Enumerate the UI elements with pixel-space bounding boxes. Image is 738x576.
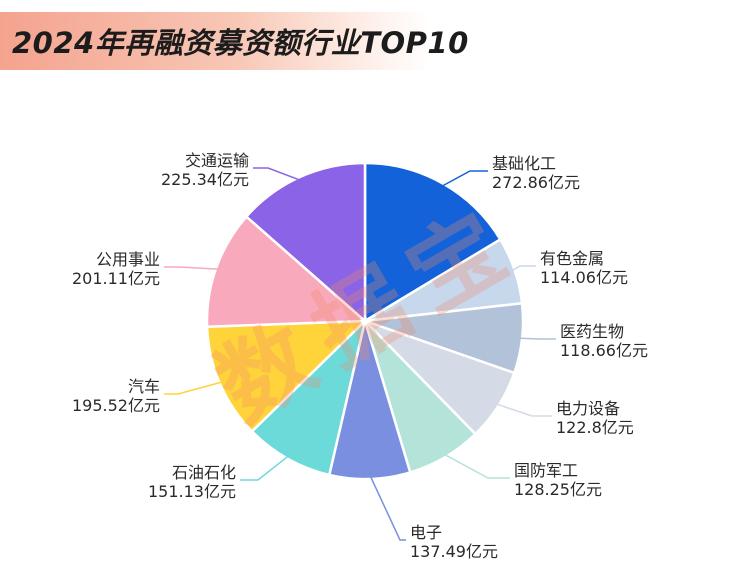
leader-line xyxy=(164,380,224,395)
slice-value-label: 201.11亿元 xyxy=(72,269,160,288)
slice-value-label: 114.06亿元 xyxy=(540,268,628,287)
slice-category-label: 交通运输 xyxy=(185,151,249,170)
slice-value-label: 225.34亿元 xyxy=(161,170,249,189)
pie-slice xyxy=(205,214,369,329)
slice-value-label: 137.49亿元 xyxy=(410,542,498,561)
leader-line xyxy=(164,266,221,271)
slice-category-label: 公用事业 xyxy=(96,250,160,269)
pie-slice xyxy=(363,161,503,324)
slice-category-label: 国防军工 xyxy=(514,461,578,480)
pie-slice xyxy=(250,317,368,477)
slice-value-label: 118.66亿元 xyxy=(560,341,648,360)
leader-line xyxy=(240,454,290,481)
slice-value-label: 272.86亿元 xyxy=(492,173,580,192)
slice-category-label: 有色金属 xyxy=(540,249,604,268)
leader-line xyxy=(440,170,488,188)
slice-value-label: 128.25亿元 xyxy=(514,480,602,499)
leader-line xyxy=(253,167,302,182)
slice-category-label: 电子 xyxy=(410,523,442,542)
slice-category-label: 汽车 xyxy=(128,377,160,396)
leader-line xyxy=(369,474,406,541)
slice-category-label: 医药生物 xyxy=(560,322,624,341)
slice-value-label: 195.52亿元 xyxy=(72,396,160,415)
chart-title: 2024年再融资募资额行业TOP10 xyxy=(12,26,469,60)
leader-line xyxy=(510,265,536,273)
slice-value-label: 151.13亿元 xyxy=(148,482,236,501)
leader-line xyxy=(442,453,510,479)
leader-line xyxy=(494,402,552,417)
slice-category-label: 石油石化 xyxy=(172,463,236,482)
slice-value-label: 122.8亿元 xyxy=(556,418,634,437)
slice-category-label: 基础化工 xyxy=(492,154,556,173)
leader-line xyxy=(518,337,556,340)
pie-slice xyxy=(244,161,367,324)
slice-category-label: 电力设备 xyxy=(556,399,620,418)
title-banner xyxy=(0,12,430,70)
